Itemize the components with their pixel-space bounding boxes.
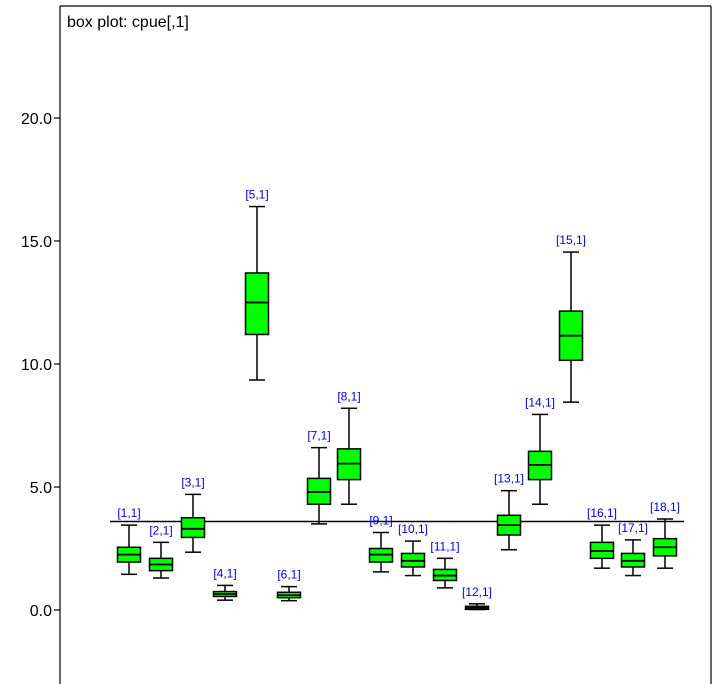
- box-label: [18,1]: [650, 500, 680, 514]
- box-series: [1,1] [2,1] [3,1] [4,1] [5,1] [6,1] [7,1] [8,1]…: [117, 188, 680, 610]
- y-axis: 0.0 5.0 10.0 15.0 20.0: [21, 111, 60, 620]
- box-3: [3,1]: [181, 475, 204, 552]
- y-tick-label: 20.0: [21, 111, 52, 128]
- box-label: [10,1]: [398, 522, 428, 536]
- box-label: [9,1]: [369, 514, 392, 528]
- box-16: [16,1]: [587, 506, 617, 568]
- box-8: [8,1]: [337, 389, 360, 504]
- iqr-box: [246, 273, 269, 335]
- box-13: [13,1]: [494, 472, 524, 550]
- box-2: [2,1]: [149, 523, 172, 578]
- box-label: [13,1]: [494, 472, 524, 486]
- box-label: [6,1]: [277, 568, 300, 582]
- box-label: [7,1]: [307, 429, 330, 443]
- box-label: [5,1]: [245, 188, 268, 202]
- box-label: [16,1]: [587, 506, 617, 520]
- box-label: [11,1]: [430, 539, 459, 553]
- box-7: [7,1]: [307, 429, 330, 524]
- y-tick-label: 10.0: [21, 357, 52, 374]
- box-12: [12,1]: [462, 585, 492, 610]
- box-9: [9,1]: [369, 514, 392, 572]
- box-4: [4,1]: [213, 566, 236, 600]
- box-label: [8,1]: [337, 389, 360, 403]
- y-tick-label: 5.0: [30, 480, 52, 497]
- box-18: [18,1]: [650, 500, 680, 568]
- box-5: [5,1]: [245, 188, 268, 380]
- box-label: [4,1]: [213, 566, 236, 580]
- plot-frame: [60, 6, 711, 684]
- box-label: [2,1]: [149, 523, 172, 537]
- box-17: [17,1]: [618, 521, 648, 576]
- box-10: [10,1]: [398, 522, 428, 575]
- box-label: [17,1]: [618, 521, 648, 535]
- box-15: [15,1]: [556, 233, 586, 402]
- box-14: [14,1]: [525, 395, 555, 504]
- y-tick-label: 0.0: [30, 603, 52, 620]
- chart-title: box plot: cpue[,1]: [67, 14, 189, 31]
- box-label: [14,1]: [525, 395, 555, 409]
- box-label: [3,1]: [181, 475, 204, 489]
- box-label: [1,1]: [117, 506, 140, 520]
- box-6: [6,1]: [277, 568, 300, 601]
- box-label: [12,1]: [462, 585, 492, 599]
- y-tick-label: 15.0: [21, 234, 52, 251]
- box-1: [1,1]: [117, 506, 140, 574]
- box-11: [11,1]: [430, 539, 459, 588]
- box-label: [15,1]: [556, 233, 586, 247]
- iqr-box: [182, 518, 205, 538]
